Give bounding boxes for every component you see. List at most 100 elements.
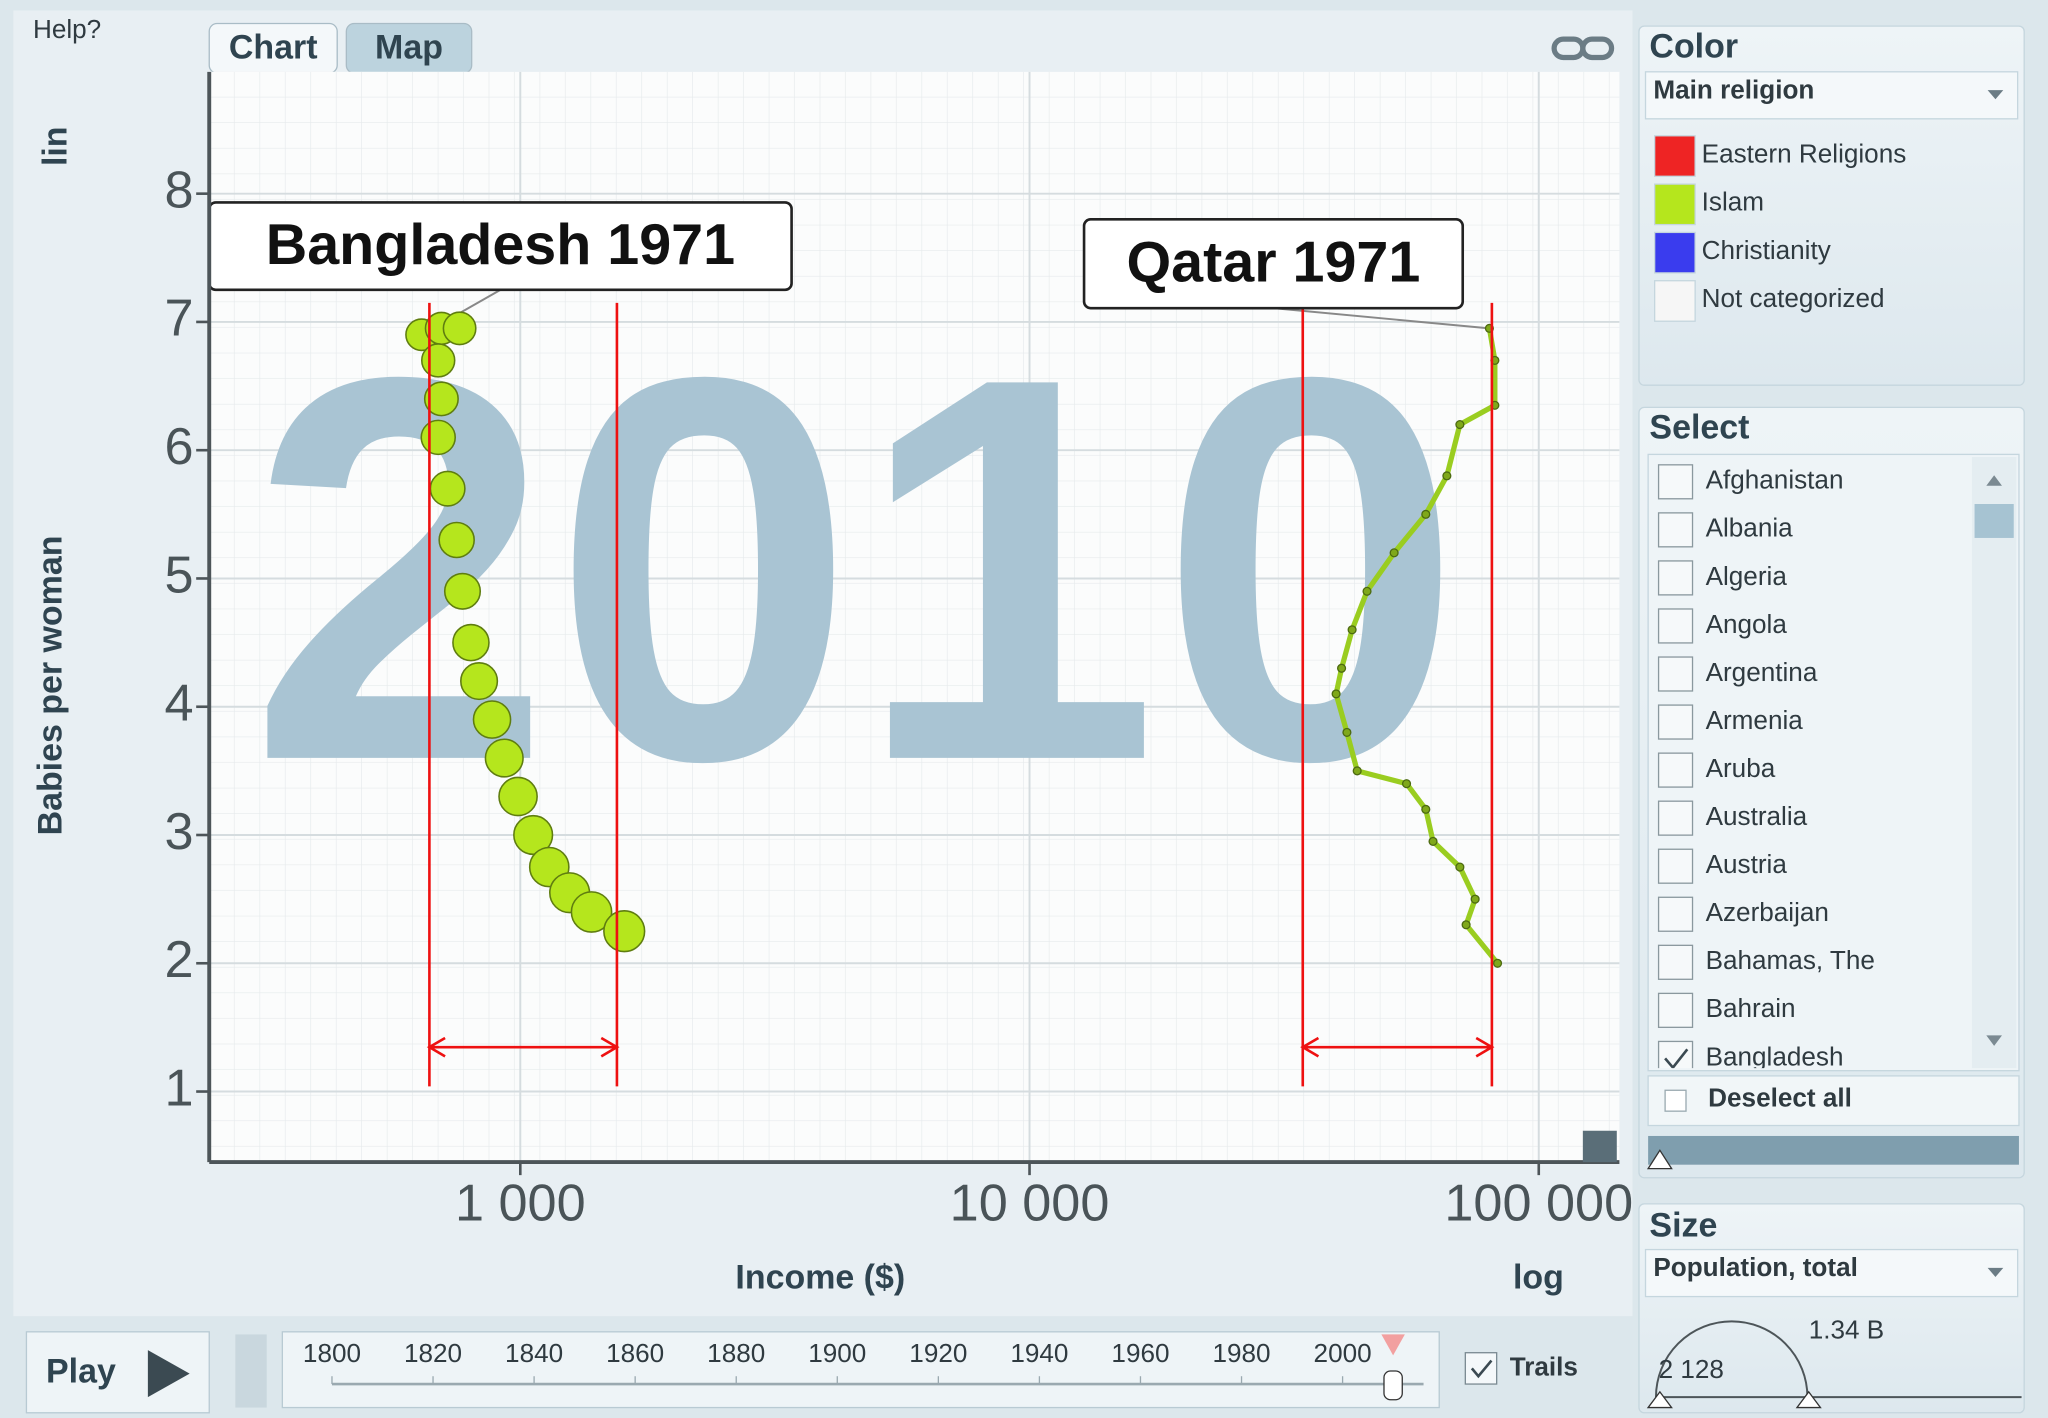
select-title: Select [1649, 409, 1749, 447]
size-dropdown[interactable] [1644, 1248, 2019, 1298]
timeline-handle[interactable] [1383, 1370, 1403, 1401]
timeline-label: 1980 [1212, 1338, 1270, 1368]
country-label[interactable]: Angola [1706, 609, 1788, 639]
bubble [513, 814, 554, 856]
trails-checkbox[interactable] [1464, 1352, 1498, 1385]
x-scale-toggle[interactable]: log [1513, 1259, 1564, 1297]
y-axis-title[interactable]: Babies per woman [32, 536, 70, 836]
bubble [423, 381, 459, 417]
trail-point [1470, 894, 1480, 904]
play-label[interactable]: Play [46, 1353, 116, 1391]
play-icon[interactable] [147, 1350, 190, 1398]
size-indicator[interactable]: Population, total [1653, 1252, 1858, 1282]
bubble [472, 700, 512, 739]
country-label[interactable]: Azerbaijan [1706, 897, 1829, 927]
label-connector [1273, 307, 1490, 330]
x-tick-label: 10 000 [950, 1174, 1110, 1232]
color-title: Color [1649, 27, 1738, 65]
bubble [460, 662, 499, 701]
bubble [429, 470, 466, 507]
trail-point [1421, 804, 1431, 814]
country-checkbox[interactable] [1657, 464, 1694, 500]
map-tab-label[interactable]: Map [375, 29, 443, 67]
bubble [498, 776, 538, 817]
country-label[interactable]: Australia [1706, 801, 1808, 831]
opacity-slider[interactable] [1648, 1135, 2019, 1165]
y-tick-label: 7 [165, 290, 194, 348]
slider-handle[interactable] [1646, 1149, 1673, 1170]
country-checkbox[interactable] [1657, 704, 1694, 740]
country-checkbox[interactable] [1657, 560, 1694, 596]
size-handles[interactable] [1646, 1390, 1822, 1409]
country-checkbox[interactable] [1657, 800, 1694, 836]
color-indicator[interactable]: Main religion [1653, 74, 1814, 104]
bubble [442, 311, 477, 346]
legend-swatch [1654, 231, 1696, 274]
trail-line [1333, 327, 1500, 965]
legend-swatch [1654, 280, 1696, 322]
scroll-thumb[interactable] [1974, 504, 2014, 538]
country-label[interactable]: Bahrain [1706, 993, 1796, 1023]
timeline-label: 1860 [606, 1338, 664, 1368]
country-label[interactable]: Algeria [1706, 561, 1788, 591]
timeline-label: 1960 [1111, 1338, 1169, 1368]
country-checkbox[interactable] [1657, 992, 1694, 1028]
country-checkbox[interactable] [1657, 896, 1694, 932]
bubble [603, 910, 646, 953]
trail-point [1455, 419, 1465, 430]
bubble [570, 891, 613, 933]
deselect-checkbox[interactable] [1664, 1089, 1687, 1112]
y-tick-label: 6 [165, 418, 194, 476]
country-label[interactable]: Bangladesh [1706, 1041, 1844, 1071]
link-icon[interactable] [1551, 36, 1615, 61]
deselect-button[interactable] [1647, 1075, 2020, 1127]
country-checkbox[interactable] [1657, 944, 1694, 980]
dropdown-arrow [1987, 90, 2004, 100]
legend-label: Eastern Religions [1702, 138, 1907, 168]
y-scale-toggle[interactable]: lin [37, 126, 75, 166]
trail-point [1331, 689, 1341, 699]
scrollbar[interactable] [1971, 456, 2017, 1069]
speed-control[interactable] [235, 1334, 267, 1408]
trail-point [1461, 920, 1471, 930]
bubble [443, 572, 482, 610]
country-checkbox[interactable] [1657, 1040, 1694, 1075]
country-label[interactable]: Armenia [1706, 705, 1804, 735]
range-arrow [426, 1036, 620, 1058]
expand-button[interactable] [1582, 1130, 1617, 1163]
country-checkbox[interactable] [1657, 752, 1694, 788]
dropdown-arrow [1987, 1267, 2004, 1277]
country-label[interactable]: Afghanistan [1706, 465, 1844, 495]
country-label[interactable]: Bahamas, The [1706, 945, 1875, 975]
legend-label: Islam [1702, 187, 1764, 217]
x-axis-title[interactable]: Income ($) [735, 1259, 905, 1297]
country-checkbox[interactable] [1657, 848, 1694, 884]
chart-tab-label[interactable]: Chart [229, 29, 318, 67]
deselect-label[interactable]: Deselect all [1708, 1082, 1852, 1112]
timeline[interactable] [281, 1331, 1440, 1409]
trail-point [1352, 766, 1362, 776]
range-arrow [1300, 1036, 1495, 1058]
country-label[interactable]: Albania [1706, 513, 1794, 543]
trail-point [1442, 471, 1452, 481]
trail-point [1342, 727, 1352, 737]
bubble [420, 343, 456, 378]
country-label[interactable]: Austria [1706, 849, 1788, 879]
x-tick-label: 100 000 [1444, 1174, 1633, 1232]
trail-point [1401, 779, 1412, 789]
help-link[interactable]: Help? [33, 14, 101, 44]
legend-swatch [1654, 183, 1696, 226]
bubble [452, 623, 490, 662]
country-checkbox[interactable] [1657, 608, 1694, 644]
country-checkbox[interactable] [1657, 656, 1694, 692]
annotation-label: Bangladesh 1971 [266, 213, 735, 277]
color-dropdown[interactable] [1644, 71, 2019, 120]
trail-point [1389, 548, 1399, 558]
bubble [438, 521, 475, 559]
country-label[interactable]: Aruba [1706, 753, 1776, 783]
size-range-arc [1654, 1320, 2022, 1399]
trails-label[interactable]: Trails [1510, 1351, 1578, 1381]
country-checkbox[interactable] [1657, 512, 1694, 548]
country-label[interactable]: Argentina [1706, 657, 1818, 687]
legend-label: Christianity [1702, 235, 1831, 265]
